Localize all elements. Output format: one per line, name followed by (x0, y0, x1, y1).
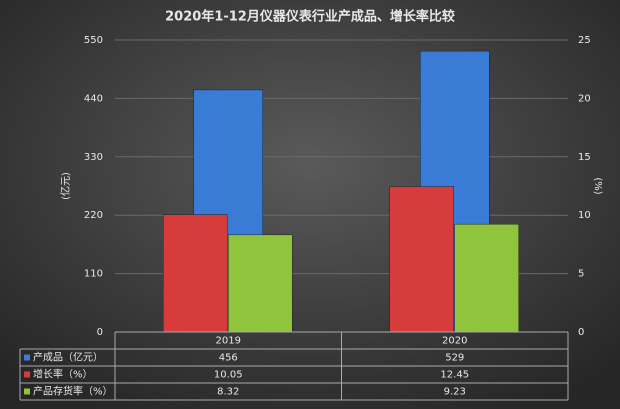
y-axis-label: (亿元) (59, 172, 72, 200)
table-value: 529 (445, 353, 464, 364)
y2-tick-label: 15 (578, 152, 591, 163)
table-value: 9.23 (444, 387, 466, 398)
x-tick-label: 2019 (216, 336, 241, 347)
y-tick-label: 0 (97, 327, 103, 338)
y2-tick-label: 0 (578, 327, 584, 338)
bar (228, 234, 293, 333)
bar (454, 223, 519, 333)
y-tick-label: 220 (84, 210, 103, 221)
y-tick-label: 440 (84, 93, 103, 104)
y2-tick-label: 10 (578, 210, 591, 221)
y2-tick-label: 5 (578, 269, 584, 280)
x-tick-label: 2020 (442, 336, 467, 347)
bar (163, 214, 228, 333)
legend-label: 产品存货率（%） (33, 385, 113, 398)
table-value: 12.45 (440, 370, 469, 381)
legend-key (24, 354, 30, 361)
y2-tick-label: 25 (578, 35, 591, 46)
y-tick-label: 110 (84, 269, 103, 280)
chart-title: 2020年1-12月仪器仪表行业产成品、增长率比较 (165, 9, 455, 25)
y2-axis-label: (%) (592, 177, 603, 194)
y2-tick-label: 20 (578, 93, 591, 104)
legend-label: 增长率（%） (33, 368, 93, 381)
table-value: 456 (219, 353, 238, 364)
legend-label: 产成品（亿元） (33, 351, 103, 364)
legend-key (24, 388, 30, 395)
bar (389, 186, 454, 333)
table-value: 10.05 (214, 370, 243, 381)
table-value: 8.32 (217, 387, 239, 398)
y-tick-label: 330 (84, 152, 103, 163)
y-tick-label: 550 (84, 35, 103, 46)
legend-key (24, 371, 30, 378)
